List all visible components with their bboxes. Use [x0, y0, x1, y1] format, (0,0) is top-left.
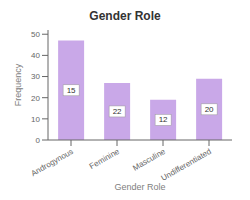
svg-text:20: 20 [205, 105, 214, 114]
html-text:Gender Role: Gender Role [89, 9, 161, 23]
svg-text:Undifferentiated: Undifferentiated [160, 147, 213, 183]
svg-text:22: 22 [113, 107, 122, 116]
svg-text:Masculine: Masculine [131, 147, 167, 173]
svg-text:20: 20 [31, 94, 40, 103]
svg-text:Androgynous: Androgynous [30, 147, 75, 178]
svg-text:Feminine: Feminine [88, 147, 121, 172]
svg-text:15: 15 [67, 86, 76, 95]
svg-text:0: 0 [36, 136, 41, 145]
svg-text:40: 40 [31, 51, 40, 60]
svg-text:12: 12 [159, 115, 168, 124]
svg-text:Gender Role: Gender Role [114, 182, 165, 192]
svg-text:10: 10 [31, 115, 40, 124]
svg-text:Frequency: Frequency [13, 63, 23, 106]
svg-text:30: 30 [31, 72, 40, 81]
svg-text:50: 50 [31, 30, 40, 39]
